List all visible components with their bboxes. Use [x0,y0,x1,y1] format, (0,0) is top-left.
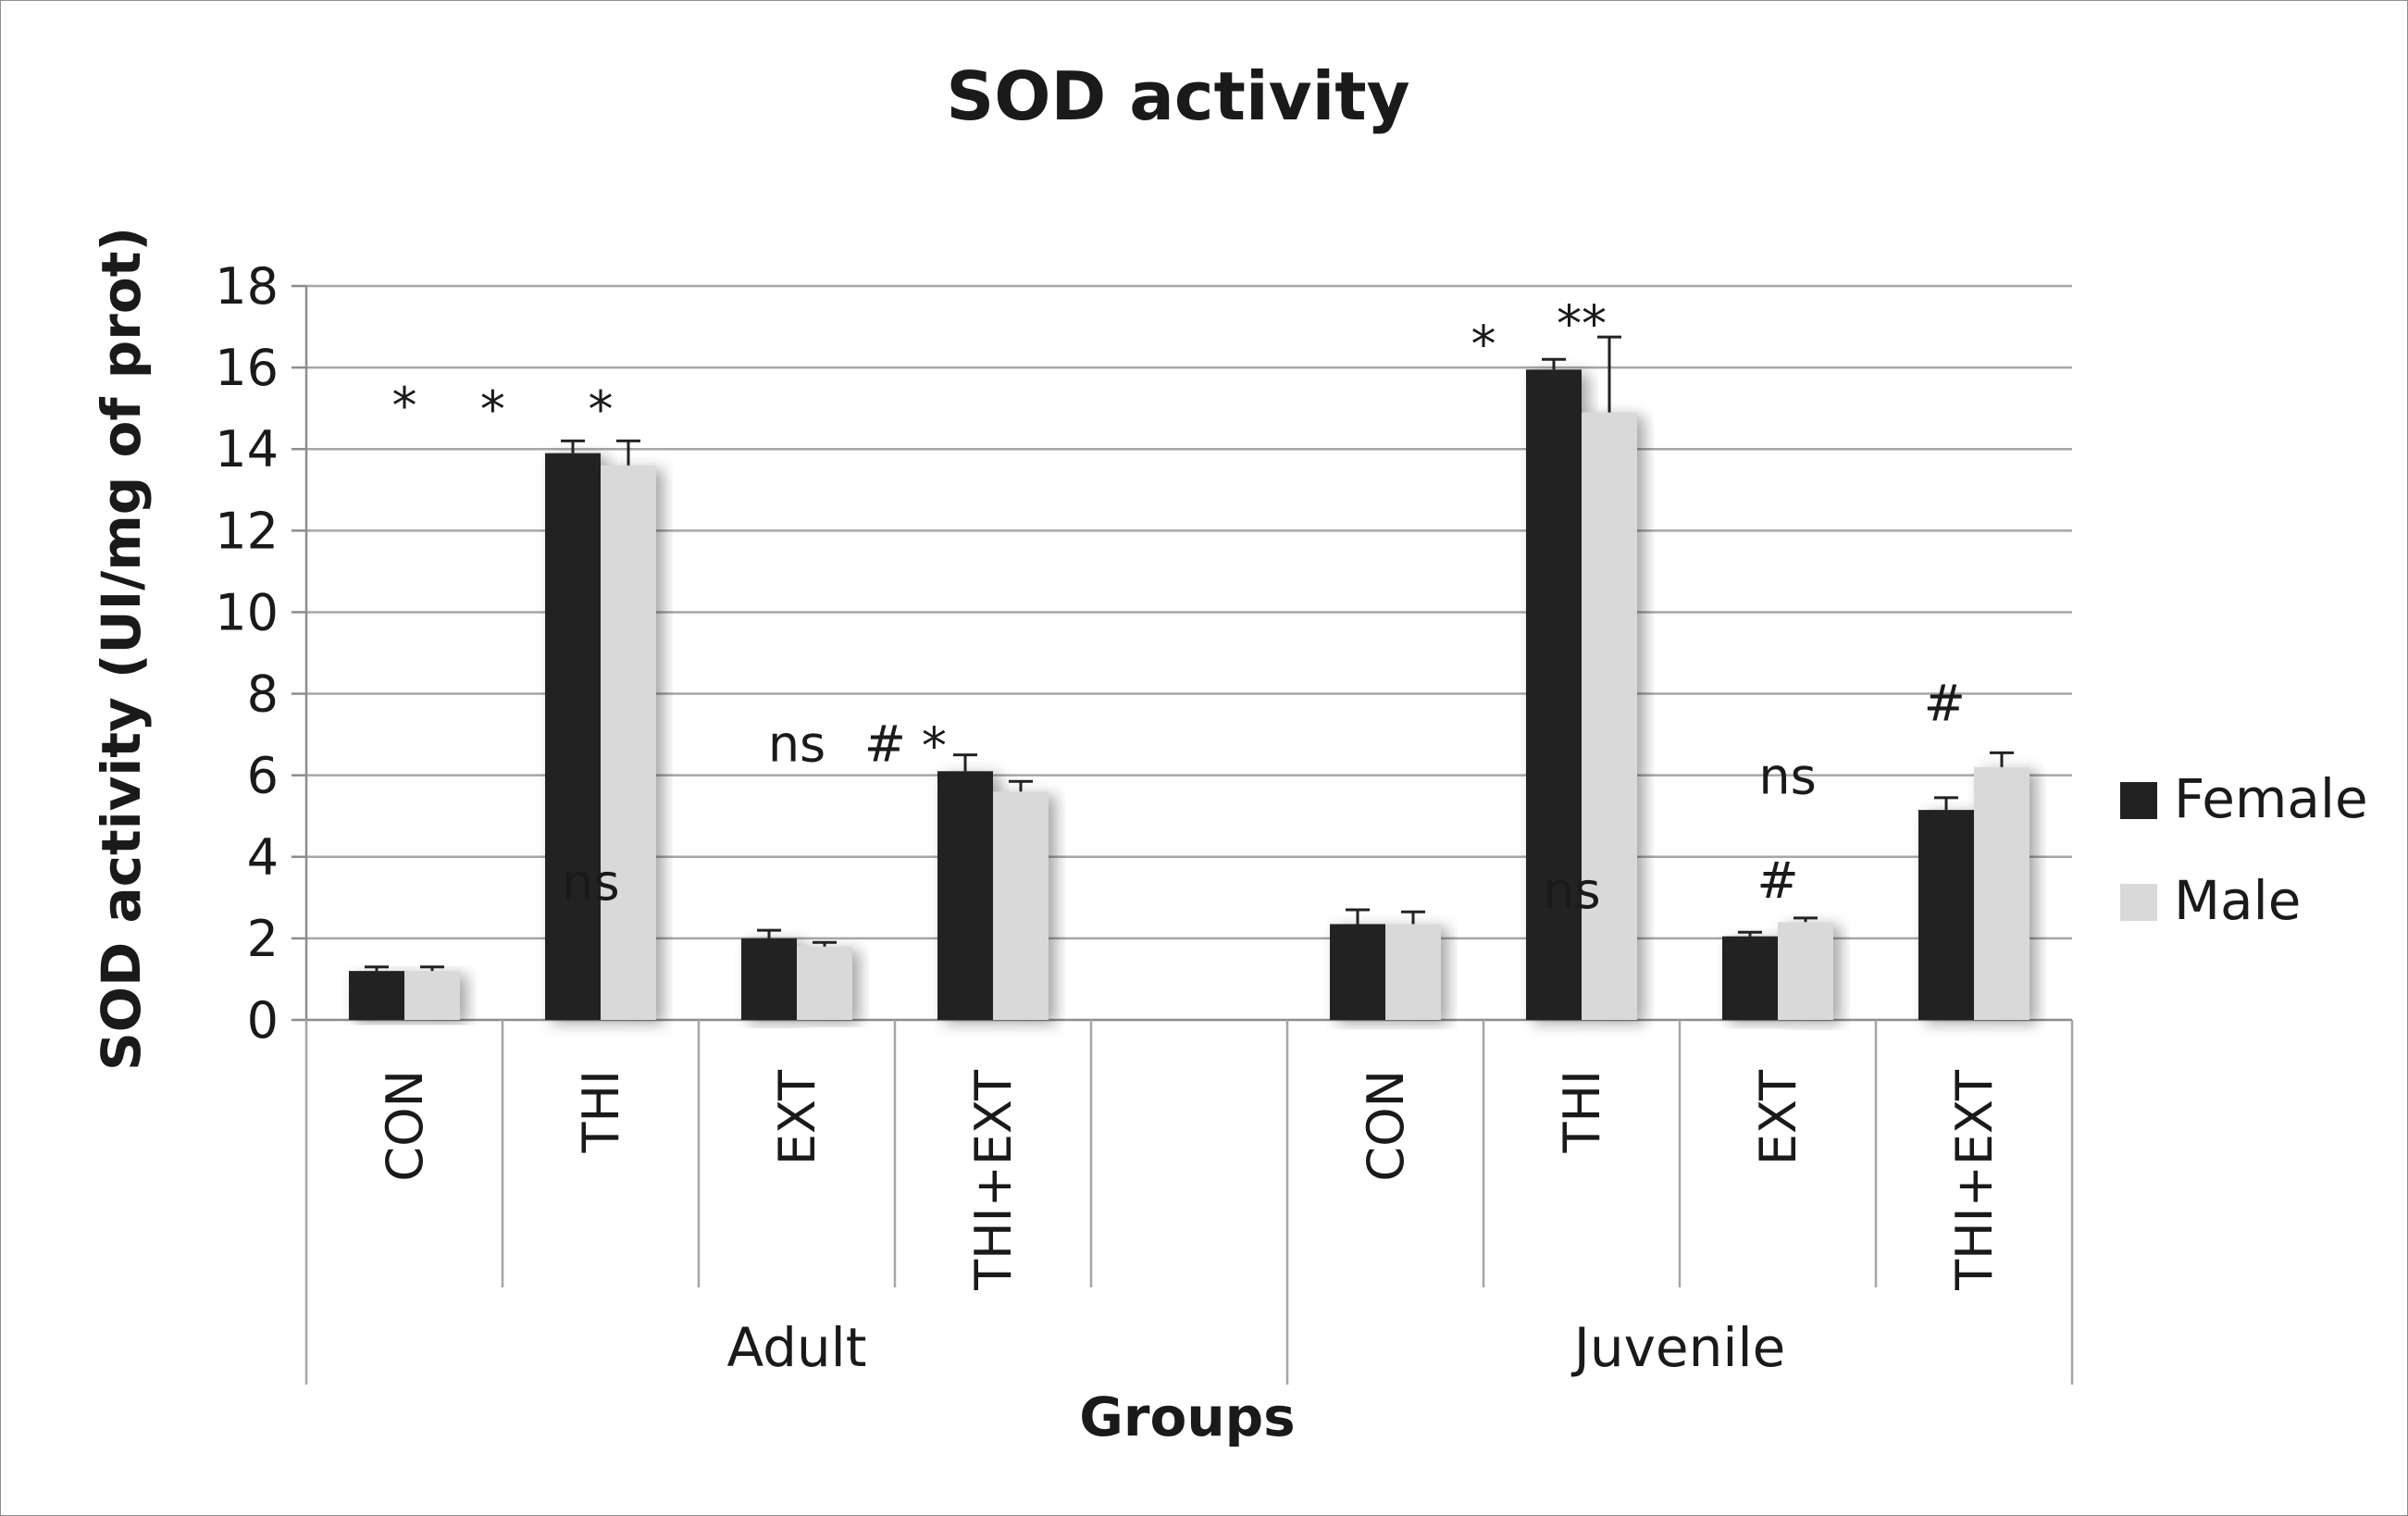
bar-male [601,465,656,1020]
legend-swatch-male [2120,884,2157,921]
bar-male [404,971,460,1020]
significance-annotation: ** [1557,295,1607,354]
y-tick-label: 8 [247,665,279,724]
significance-annotation: ns [768,715,825,773]
x-axis-label: Groups [1079,1386,1295,1448]
bar-female [741,938,797,1020]
bar-male [1974,766,2029,1020]
bar-male [993,791,1049,1020]
bars [349,369,2029,1020]
bar-male [1385,924,1441,1020]
bar-male [1778,922,1833,1020]
significance-annotation: ns [562,853,619,912]
significance-annotation: * [922,717,947,776]
bar-female [1722,936,1778,1020]
significance-annotation: * [1471,316,1496,374]
significance-annotation: # [864,715,906,773]
category-label: THI [1553,1070,1611,1154]
significance-annotation: * [392,377,417,435]
y-tick-label: 14 [215,420,279,478]
bar-female [349,971,404,1020]
significance-annotation: * [480,380,505,439]
y-axis-label: SOD activity (UI/mg of prot) [90,227,153,1071]
y-tick-label: 12 [215,502,279,560]
category-label: EXT [768,1069,826,1165]
bar-male [1582,412,1637,1020]
group-label: Juvenile [1571,1316,1786,1379]
category-label: CON [1357,1070,1415,1182]
error-bars [365,335,2014,972]
bar-female [1918,810,1974,1020]
bar-female [1330,924,1385,1020]
bar-female [937,771,993,1020]
y-tick-label: 6 [247,747,279,805]
category-labels: CON THI EXT THI+EXT CON THI EXT THI+EXT Adult Juv… [304,1020,2074,1385]
bar-female [1526,369,1582,1020]
category-label: THI [572,1070,630,1154]
y-tick-labels: 0 2 4 6 8 10 12 14 16 18 [215,257,279,1050]
legend-label: Female [2174,767,2368,830]
bar-male [797,946,852,1020]
significance-annotation: * [589,380,614,439]
y-tick-label: 2 [247,910,279,968]
significance-annotation: # [1924,674,1966,732]
legend: Female Male [2120,767,2368,932]
y-tick-label: 18 [215,257,279,316]
y-tick-label: 4 [247,828,279,887]
bar-female [545,453,601,1020]
legend-label: Male [2174,869,2301,932]
significance-annotation: # [1756,851,1798,910]
category-label: EXT [1749,1069,1807,1165]
significance-annotation: ns [1543,862,1600,920]
category-label: THI+EXT [1945,1069,2004,1291]
significance-annotation: ns [1758,748,1816,806]
category-label: THI+EXT [964,1069,1023,1291]
group-label: Adult [726,1316,866,1379]
y-tick-label: 10 [215,583,279,641]
category-label: CON [376,1070,434,1182]
y-tick-label: 16 [215,339,279,397]
y-tick-label: 0 [247,991,279,1050]
legend-swatch-female [2120,782,2157,819]
chart-title: SOD activity [946,57,1409,135]
